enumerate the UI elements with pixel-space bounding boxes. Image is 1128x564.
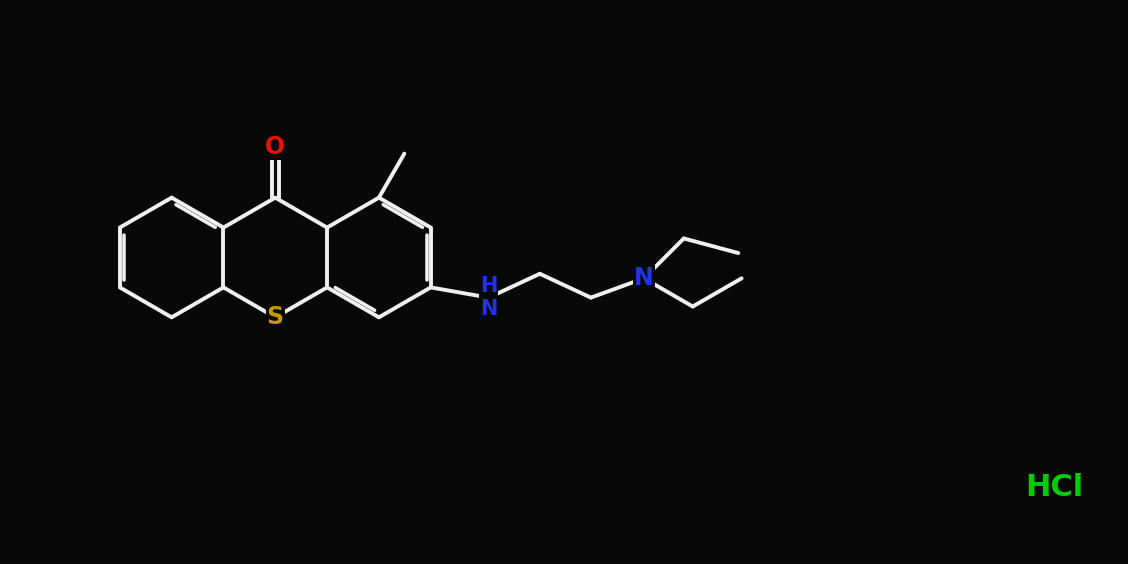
Text: N: N	[634, 266, 654, 290]
Text: O: O	[265, 135, 285, 159]
Text: S: S	[266, 305, 284, 329]
Text: H
N: H N	[481, 276, 497, 319]
Text: HCl: HCl	[1025, 474, 1084, 503]
